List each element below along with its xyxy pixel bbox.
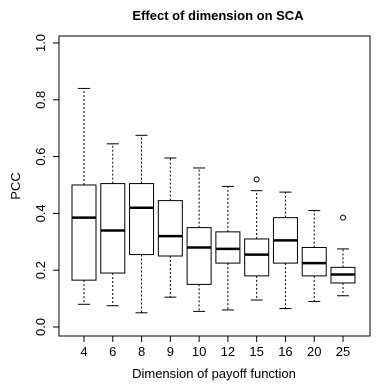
box-rect-10 bbox=[186, 227, 212, 285]
box-rect-9 bbox=[157, 200, 183, 257]
boxes-group bbox=[71, 87, 356, 314]
y-tick-label-5: 1.0 bbox=[33, 34, 48, 52]
x-tick-label-15: 15 bbox=[249, 344, 263, 359]
box-4 bbox=[71, 87, 97, 305]
x-tick-label-4: 4 bbox=[80, 344, 87, 359]
box-25 bbox=[330, 214, 356, 297]
box-rect-15 bbox=[244, 238, 270, 277]
x-tick-label-12: 12 bbox=[221, 344, 235, 359]
x-tick-label-6: 6 bbox=[109, 344, 116, 359]
y-tick-label-4: 0.8 bbox=[33, 91, 48, 109]
outlier-25-0 bbox=[340, 214, 346, 221]
outlier-15-0 bbox=[253, 176, 260, 183]
y-axis-label: PCC bbox=[8, 172, 23, 199]
plot-frame bbox=[58, 35, 371, 337]
box-20 bbox=[301, 210, 327, 302]
box-9 bbox=[157, 157, 183, 298]
box-rect-4 bbox=[71, 184, 97, 281]
x-axis: 4 6 8 9 10 12 15 16 20 25 bbox=[80, 336, 350, 359]
x-tick-label-9: 9 bbox=[167, 344, 174, 359]
box-rect-20 bbox=[301, 246, 327, 277]
box-rect-6 bbox=[100, 183, 126, 274]
y-tick-label-3: 0.6 bbox=[33, 148, 48, 166]
box-15 bbox=[244, 176, 270, 301]
box-12 bbox=[215, 185, 241, 311]
y-axis: 0.0 0.2 0.4 0.6 0.8 1.0 bbox=[33, 34, 59, 336]
box-6 bbox=[100, 143, 126, 307]
x-tick-label-16: 16 bbox=[278, 344, 292, 359]
x-tick-label-8: 8 bbox=[138, 344, 145, 359]
box-rect-8 bbox=[129, 183, 155, 256]
x-axis-label: Dimension of payoff function bbox=[132, 366, 296, 381]
box-8 bbox=[129, 134, 155, 314]
box-rect-12 bbox=[215, 231, 241, 264]
y-tick-label-0: 0.0 bbox=[33, 318, 48, 336]
y-tick-label-2: 0.4 bbox=[33, 204, 48, 222]
x-tick-label-25: 25 bbox=[336, 344, 350, 359]
box-10 bbox=[186, 167, 212, 312]
box-16 bbox=[272, 191, 298, 310]
x-tick-label-20: 20 bbox=[307, 344, 321, 359]
y-tick-label-1: 0.2 bbox=[33, 261, 48, 279]
x-tick-label-10: 10 bbox=[192, 344, 206, 359]
chart-title: Effect of dimension on SCA bbox=[132, 8, 304, 23]
